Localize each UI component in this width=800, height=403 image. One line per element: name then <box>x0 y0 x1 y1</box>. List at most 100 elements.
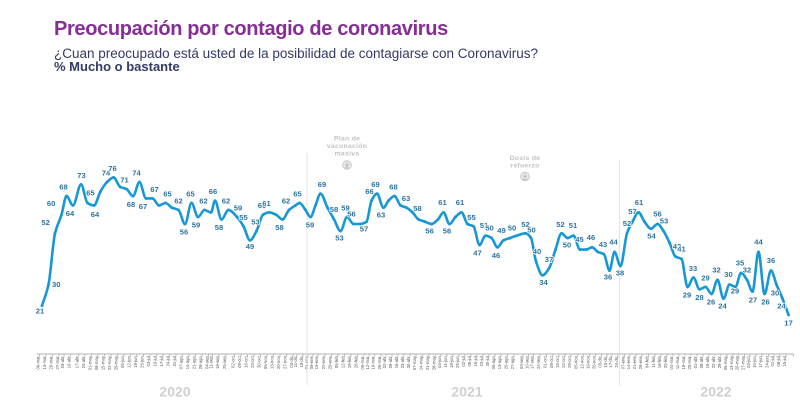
svg-text:02-abr: 02-abr <box>382 356 387 369</box>
svg-text:58: 58 <box>275 223 283 232</box>
svg-text:10-jul: 10-jul <box>153 356 158 366</box>
svg-text:62: 62 <box>174 197 182 206</box>
svg-text:05-nov: 05-nov <box>574 355 579 369</box>
svg-text:26-mar: 26-mar <box>377 356 382 370</box>
svg-text:55: 55 <box>467 213 476 222</box>
svg-text:15-oct: 15-oct <box>555 355 560 367</box>
svg-text:13-may: 13-may <box>729 355 734 370</box>
svg-text:49: 49 <box>497 226 505 235</box>
svg-text:41: 41 <box>677 245 686 254</box>
svg-text:49: 49 <box>246 242 254 251</box>
svg-text:02-jul: 02-jul <box>461 356 466 366</box>
svg-text:29-oct: 29-oct <box>567 355 572 367</box>
svg-text:60: 60 <box>258 201 266 210</box>
svg-text:12-nov: 12-nov <box>580 355 585 369</box>
svg-text:50: 50 <box>563 241 571 250</box>
svg-text:11-dic: 11-dic <box>293 356 298 367</box>
svg-text:54: 54 <box>647 231 656 240</box>
svg-text:66: 66 <box>365 187 373 196</box>
svg-text:76: 76 <box>108 164 116 173</box>
svg-text:03-jul: 03-jul <box>146 356 151 366</box>
svg-text:24-sep: 24-sep <box>536 356 541 369</box>
svg-text:56: 56 <box>443 227 451 236</box>
svg-text:11-feb: 11-feb <box>651 356 656 368</box>
svg-text:09-jul: 09-jul <box>467 356 472 366</box>
svg-text:52: 52 <box>623 219 631 228</box>
svg-text:46: 46 <box>492 251 500 260</box>
svg-text:16-abr: 16-abr <box>394 356 399 369</box>
svg-text:18-mar: 18-mar <box>681 356 686 370</box>
svg-text:04-dic: 04-dic <box>289 356 294 367</box>
svg-text:26: 26 <box>707 298 715 307</box>
svg-text:18-jun: 18-jun <box>449 356 454 368</box>
svg-text:10-sep: 10-sep <box>525 356 530 369</box>
svg-text:29-abr: 29-abr <box>717 356 722 369</box>
svg-text:09-oct: 09-oct <box>237 355 242 367</box>
svg-text:62: 62 <box>222 197 230 206</box>
svg-text:63: 63 <box>402 194 410 203</box>
svg-text:33: 33 <box>689 264 697 273</box>
svg-text:68: 68 <box>59 183 67 192</box>
svg-text:17-jul: 17-jul <box>159 356 164 366</box>
svg-text:09-abr: 09-abr <box>388 356 393 369</box>
svg-text:30: 30 <box>724 270 732 279</box>
svg-text:19-feb: 19-feb <box>347 356 352 369</box>
svg-text:22-oct: 22-oct <box>561 355 566 367</box>
svg-text:12-jun: 12-jun <box>127 356 132 368</box>
svg-text:15-jul: 15-jul <box>782 356 787 366</box>
svg-text:02-oct: 02-oct <box>231 355 236 367</box>
svg-text:03-abr: 03-abr <box>60 356 65 369</box>
svg-text:61: 61 <box>438 198 447 207</box>
svg-text:05-feb: 05-feb <box>334 356 339 369</box>
svg-text:24-jun: 24-jun <box>765 356 770 368</box>
svg-text:35: 35 <box>736 258 745 267</box>
svg-text:13-nov: 13-nov <box>270 355 275 369</box>
svg-text:05-mar: 05-mar <box>360 356 365 370</box>
svg-text:58: 58 <box>215 223 223 232</box>
svg-text:25-sep: 25-sep <box>222 356 227 369</box>
svg-text:28-may: 28-may <box>432 355 437 370</box>
svg-text:11-mar: 11-mar <box>675 356 680 370</box>
svg-text:04-mar: 04-mar <box>669 356 674 370</box>
svg-text:06-ago: 06-ago <box>491 356 496 370</box>
svg-text:10-jun: 10-jun <box>752 356 757 368</box>
svg-text:2022: 2022 <box>700 384 731 400</box>
svg-text:18-feb: 18-feb <box>657 356 662 369</box>
svg-text:32: 32 <box>712 265 720 274</box>
svg-text:15-abr: 15-abr <box>705 356 710 369</box>
svg-text:03-jun: 03-jun <box>746 356 751 368</box>
svg-text:01-abr: 01-abr <box>693 356 698 369</box>
svg-text:08-may: 08-may <box>94 355 99 370</box>
svg-text:30: 30 <box>771 288 779 297</box>
svg-text:06-may: 06-may <box>723 355 728 370</box>
svg-text:30-jul: 30-jul <box>485 356 490 366</box>
svg-text:27-nov: 27-nov <box>283 355 288 369</box>
svg-text:21-ene: 21-ene <box>632 356 637 370</box>
svg-text:29-ene: 29-ene <box>328 356 333 370</box>
svg-text:64: 64 <box>91 210 100 219</box>
svg-text:refuerzo: refuerzo <box>510 163 539 170</box>
svg-text:30: 30 <box>52 280 60 289</box>
svg-text:44: 44 <box>754 238 763 247</box>
svg-text:52: 52 <box>556 220 564 229</box>
svg-text:17: 17 <box>784 319 792 328</box>
svg-text:12-mar: 12-mar <box>365 356 370 370</box>
svg-text:50: 50 <box>485 224 493 233</box>
svg-text:26-nov: 26-nov <box>592 355 597 369</box>
svg-text:31-jul: 31-jul <box>172 356 177 366</box>
svg-text:10-abr: 10-abr <box>67 356 72 369</box>
svg-text:16-oct: 16-oct <box>244 355 249 367</box>
svg-text:23-abr: 23-abr <box>400 356 405 369</box>
svg-text:56: 56 <box>347 210 355 219</box>
svg-text:22-may: 22-may <box>107 355 112 370</box>
svg-text:23-oct: 23-oct <box>250 355 255 367</box>
svg-text:53: 53 <box>335 234 343 243</box>
svg-text:57: 57 <box>628 207 636 216</box>
svg-text:12-feb: 12-feb <box>341 356 346 369</box>
svg-text:50: 50 <box>527 226 535 235</box>
svg-text:51: 51 <box>480 221 489 230</box>
svg-text:67: 67 <box>150 185 158 194</box>
svg-text:10-dic: 10-dic <box>603 356 608 367</box>
svg-text:65: 65 <box>186 190 195 199</box>
svg-text:25-mar: 25-mar <box>687 356 692 370</box>
